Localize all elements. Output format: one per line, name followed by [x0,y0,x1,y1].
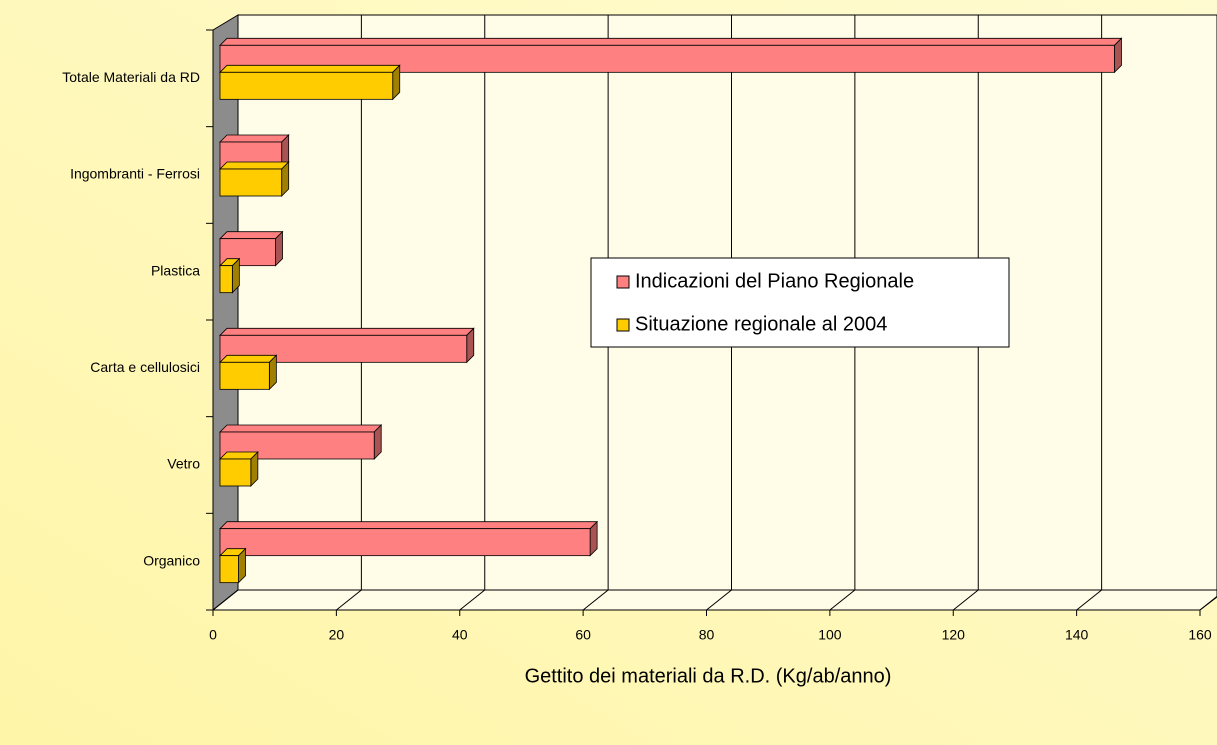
legend-swatch [616,318,630,332]
x-tick-label: 20 [329,627,345,643]
bar-top [219,327,475,336]
y-tick-label: Organico [143,552,200,568]
y-tick-label: Carta e cellulosici [90,359,200,375]
grid-line [212,15,239,611]
bar-front [219,458,252,487]
bar [219,547,247,584]
bar-top [219,354,278,363]
bar-top [219,231,284,240]
x-axis-title: Gettito dei materiali da R.D. (Kg/ab/ann… [525,665,892,687]
bar [219,354,278,391]
bar-top [219,134,290,143]
bar [219,161,290,197]
grid-line [952,15,979,611]
grid-line [1199,595,1217,611]
grid-line [336,15,362,611]
y-tick-label: Plastica [151,262,200,278]
y-tick-label: Ingombranti - Ferrosi [70,166,200,182]
bar-front [219,555,239,584]
y-tick-label: Totale Materiali da RD [62,69,200,85]
bar [219,424,383,460]
bar-front [219,71,394,100]
grid-line [582,15,609,611]
bar-front [219,168,283,197]
x-tick-label: 140 [1065,627,1089,643]
grid-line [1076,15,1103,611]
bar-front [219,528,591,557]
x-tick-label: 60 [575,627,591,643]
x-tick-label: 120 [942,627,966,643]
grid-line [459,15,486,611]
bar [219,257,241,294]
bar [219,64,401,101]
x-tick-label: 0 [209,627,217,643]
bar-front [219,265,233,294]
bar-top [219,424,383,433]
bar-front [219,361,270,390]
legend-label: Situazione regionale al 2004 [635,313,887,335]
bar-top [219,64,401,73]
bar-top [219,37,1123,46]
legend-swatch [616,275,630,289]
legend-label: Indicazioni del Piano Regionale [635,270,914,292]
bar-top [219,161,290,170]
grid-line [829,15,856,611]
x-tick-label: 160 [1188,627,1212,643]
side-wall [212,14,239,612]
bar [219,520,599,557]
bar-top [219,521,599,530]
x-tick-label: 80 [699,627,715,643]
x-tick-label: 40 [452,627,468,643]
floor [211,589,1217,611]
x-tick-label: 100 [818,627,842,643]
y-tick-label: Vetro [167,456,200,472]
bar [219,451,259,487]
grid-line [706,15,732,611]
legend-box [590,257,1010,348]
